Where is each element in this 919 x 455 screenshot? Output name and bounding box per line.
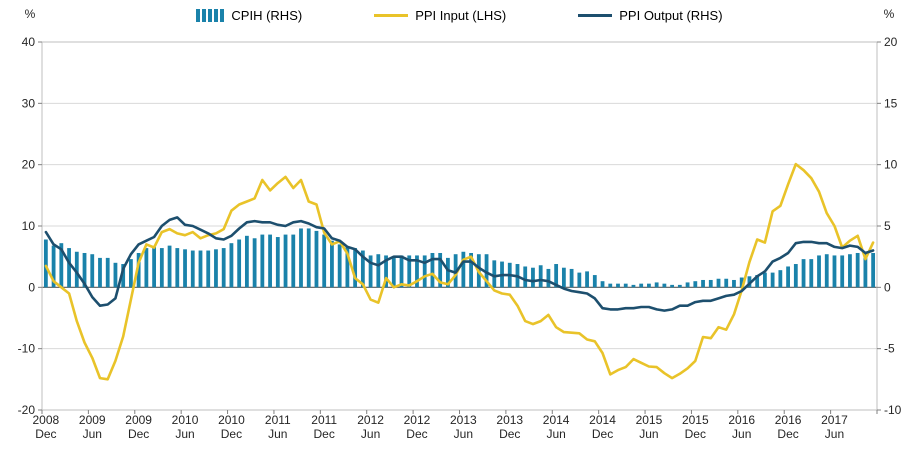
svg-text:-5: -5 <box>884 342 895 356</box>
svg-text:2013: 2013 <box>450 413 477 427</box>
svg-text:-20: -20 <box>18 403 36 417</box>
svg-text:-10: -10 <box>884 403 902 417</box>
svg-text:30: 30 <box>22 96 36 110</box>
svg-text:2012: 2012 <box>357 413 384 427</box>
svg-text:2016: 2016 <box>775 413 802 427</box>
svg-text:%: % <box>884 7 895 21</box>
svg-text:Jun: Jun <box>175 427 194 441</box>
svg-text:2009: 2009 <box>79 413 106 427</box>
svg-text:2016: 2016 <box>728 413 755 427</box>
svg-text:10: 10 <box>22 219 36 233</box>
svg-text:Dec: Dec <box>35 427 56 441</box>
svg-text:Dec: Dec <box>592 427 613 441</box>
legend: CPIH (RHS) PPI Input (LHS) PPI Output (R… <box>0 8 919 23</box>
svg-text:20: 20 <box>22 158 36 172</box>
svg-text:2013: 2013 <box>496 413 523 427</box>
svg-text:Dec: Dec <box>685 427 706 441</box>
svg-text:2010: 2010 <box>218 413 245 427</box>
svg-text:15: 15 <box>884 96 898 110</box>
svg-text:5: 5 <box>884 219 891 233</box>
svg-text:%: % <box>25 7 36 21</box>
ppi-input-line-swatch-icon <box>374 14 409 17</box>
svg-text:2010: 2010 <box>172 413 199 427</box>
svg-text:2014: 2014 <box>543 413 570 427</box>
svg-text:2015: 2015 <box>682 413 709 427</box>
svg-text:Jun: Jun <box>825 427 844 441</box>
svg-text:Jun: Jun <box>83 427 102 441</box>
svg-text:2008: 2008 <box>33 413 60 427</box>
svg-text:-10: -10 <box>18 342 36 356</box>
svg-text:Jun: Jun <box>732 427 751 441</box>
cpih-bars-swatch-icon <box>196 9 225 22</box>
svg-text:Dec: Dec <box>406 427 427 441</box>
svg-text:Dec: Dec <box>314 427 335 441</box>
svg-text:2011: 2011 <box>265 413 291 427</box>
svg-text:Dec: Dec <box>777 427 798 441</box>
svg-text:10: 10 <box>884 158 898 172</box>
svg-text:0: 0 <box>28 280 35 294</box>
svg-text:2009: 2009 <box>125 413 152 427</box>
svg-text:0: 0 <box>884 280 891 294</box>
svg-text:Jun: Jun <box>361 427 380 441</box>
svg-text:2014: 2014 <box>589 413 616 427</box>
ppi-output-line-swatch-icon <box>578 14 613 17</box>
svg-text:Jun: Jun <box>454 427 473 441</box>
legend-label-cpih: CPIH (RHS) <box>231 8 303 23</box>
svg-text:2017: 2017 <box>821 413 848 427</box>
svg-text:Jun: Jun <box>268 427 287 441</box>
svg-text:Dec: Dec <box>221 427 242 441</box>
legend-item-ppi-output: PPI Output (RHS) <box>578 8 723 23</box>
svg-text:Jun: Jun <box>639 427 658 441</box>
svg-text:2012: 2012 <box>404 413 431 427</box>
svg-text:Jun: Jun <box>546 427 565 441</box>
svg-text:20: 20 <box>884 35 898 49</box>
legend-label-ppi-output: PPI Output (RHS) <box>619 8 723 23</box>
svg-text:2011: 2011 <box>311 413 337 427</box>
legend-item-cpih: CPIH (RHS) <box>196 8 302 23</box>
legend-item-ppi-input: PPI Input (LHS) <box>374 8 506 23</box>
legend-label-ppi-input: PPI Input (LHS) <box>415 8 507 23</box>
svg-text:Dec: Dec <box>128 427 149 441</box>
svg-text:Dec: Dec <box>499 427 520 441</box>
svg-text:40: 40 <box>22 35 36 49</box>
svg-text:2015: 2015 <box>636 413 663 427</box>
